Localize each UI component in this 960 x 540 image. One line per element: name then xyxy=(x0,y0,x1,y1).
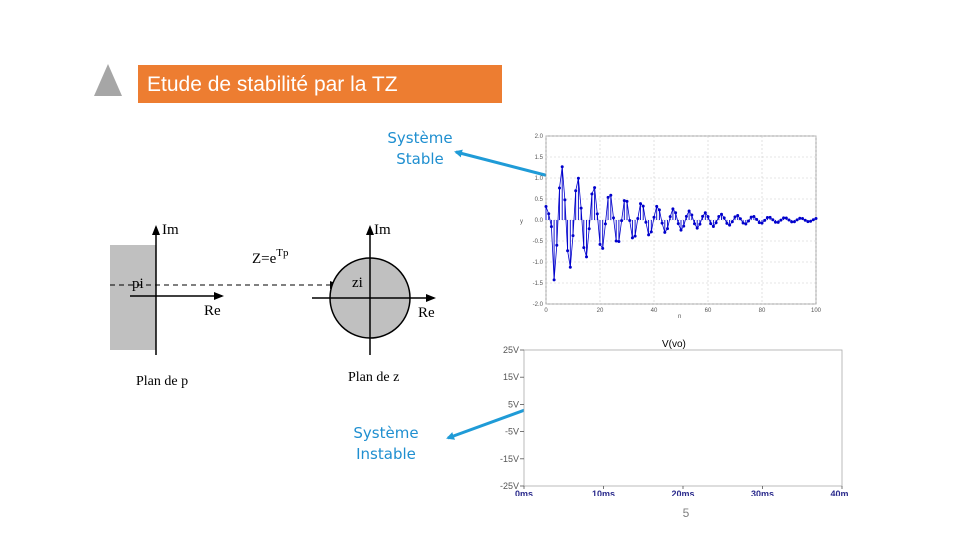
page-number: 5 xyxy=(682,506,690,520)
stable-chart-ytick: 1.0 xyxy=(535,176,544,182)
left-re-label: Re xyxy=(204,303,221,319)
unstable-chart-ytick: -15V xyxy=(500,454,519,464)
right-pole-label: zi xyxy=(352,275,363,291)
unstable-chart-xtick: 40ms xyxy=(830,489,848,496)
mapping-exponent: Tp xyxy=(276,247,289,259)
unstable-chart-xtick: 30ms xyxy=(751,489,774,496)
mapping-base: Z=e xyxy=(252,251,277,267)
left-im-label: Im xyxy=(162,222,179,238)
stable-chart-ytick: -1.5 xyxy=(533,281,544,287)
stable-chart-ytick: 0.0 xyxy=(535,218,544,224)
stable-chart-xtick: 100 xyxy=(811,308,822,314)
stable-chart-ytick: 1.5 xyxy=(535,155,544,161)
pole-map-diagram: Im Re pi Plan de p Z=eTp Im Re zi Plan d… xyxy=(110,222,436,389)
stable-chart-xtick: 60 xyxy=(705,308,712,314)
unstable-chart-ytick: -25V xyxy=(500,481,519,491)
bullet-triangle-icon xyxy=(94,64,122,96)
stable-chart-envelope xyxy=(545,166,817,280)
right-re-label: Re xyxy=(418,305,435,321)
unstable-label-line2: Instable xyxy=(356,445,416,463)
left-pole-label: pi xyxy=(132,276,144,292)
stable-chart-point xyxy=(544,205,548,209)
stable-chart-ylabel: y xyxy=(520,219,523,225)
unstable-chart-xtick: 0ms xyxy=(515,489,533,496)
left-caption: Plan de p xyxy=(136,374,188,389)
stable-chart-xtick: 0 xyxy=(544,308,548,314)
unstable-chart-xtick: 10ms xyxy=(592,489,615,496)
stable-chart-xtick: 40 xyxy=(651,308,658,314)
right-im-label: Im xyxy=(374,222,391,238)
left-half-plane xyxy=(110,245,156,350)
unstable-label-line1: Système xyxy=(353,424,419,442)
stable-chart-ytick: -0.5 xyxy=(533,239,544,245)
stable-chart-point xyxy=(552,278,556,282)
unstable-chart-ytick: -5V xyxy=(505,427,519,437)
unstable-chart-xtick: 20ms xyxy=(671,489,694,496)
stable-chart-ytick: -1.0 xyxy=(533,260,544,266)
stable-chart-xtick: 20 xyxy=(597,308,604,314)
unstable-chart-ytick: 15V xyxy=(503,372,519,382)
stable-chart-xlabel: n xyxy=(678,314,681,318)
stable-label-line2: Stable xyxy=(396,150,444,168)
stable-chart: 2.0 1.5 1.0 0.5 0.0 -0.5 -1.0 -1.5 -2.0 0 20 40 60 8… xyxy=(520,134,822,318)
slide-title: Etude de stabilité par la TZ xyxy=(138,65,502,103)
unstable-chart-ytick: 25V xyxy=(503,345,519,355)
unstable-chart: V(vo) 25V 15V 5V -5V -15V -25V 0ms 10ms 20ms 30m… xyxy=(500,339,848,496)
stable-chart-ytick: -2.0 xyxy=(533,302,544,308)
stable-chart-ytick: 0.5 xyxy=(535,197,544,203)
right-caption: Plan de z xyxy=(348,370,399,385)
unstable-label: Système Instable xyxy=(346,423,426,465)
stable-chart-xtick: 80 xyxy=(759,308,766,314)
stable-label: Système Stable xyxy=(380,128,460,170)
mapping-label: Z=eTp xyxy=(252,247,289,267)
stable-label-line1: Système xyxy=(387,129,453,147)
stable-chart-ytick: 2.0 xyxy=(535,134,544,140)
unstable-chart-ytick: 5V xyxy=(508,399,519,409)
unstable-chart-title: V(vo) xyxy=(662,339,686,350)
